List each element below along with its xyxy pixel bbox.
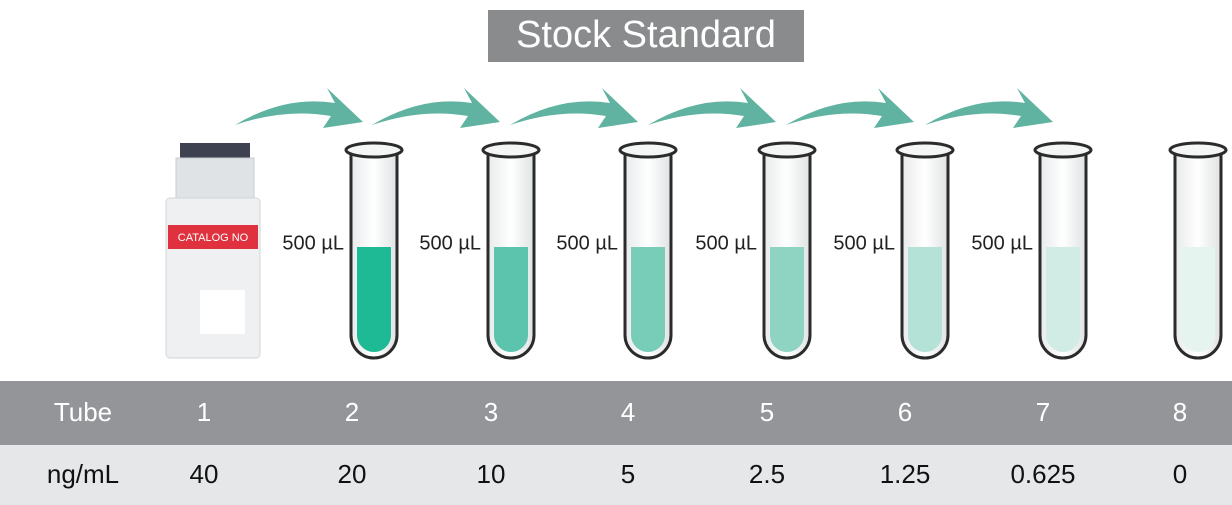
arrow xyxy=(648,88,776,128)
tube-liquid xyxy=(770,247,804,352)
tube-liquid xyxy=(631,247,665,352)
header-cell: Tube xyxy=(54,397,112,427)
header-row xyxy=(0,381,1232,445)
arrow xyxy=(235,88,363,128)
tube-rim xyxy=(1033,141,1093,159)
tube xyxy=(481,141,541,360)
tube-liquid xyxy=(494,247,528,352)
data-cell: ng/mL xyxy=(47,459,119,489)
arrow xyxy=(925,88,1053,128)
tube-rim xyxy=(618,141,678,159)
volume-label: 500 µL xyxy=(556,232,618,254)
arrow xyxy=(786,88,914,128)
tube-rim xyxy=(895,141,955,159)
header-cell: 5 xyxy=(760,397,774,427)
tube-rim xyxy=(481,141,541,159)
data-cell: 20 xyxy=(338,459,367,489)
header-cell: 2 xyxy=(345,397,359,427)
data-cell: 5 xyxy=(621,459,635,489)
data-cell: 40 xyxy=(190,459,219,489)
title: Stock Standard xyxy=(516,14,776,56)
vial: CATALOG NO xyxy=(165,143,261,359)
tube xyxy=(344,141,404,360)
tube-rim xyxy=(757,141,817,159)
title-box xyxy=(488,10,804,62)
arrow xyxy=(372,88,500,128)
tube xyxy=(1033,141,1093,360)
data-cell: 2.5 xyxy=(749,459,785,489)
header-cell: 4 xyxy=(621,397,635,427)
header-cell: 7 xyxy=(1036,397,1050,427)
tube xyxy=(757,141,817,360)
tube xyxy=(895,141,955,360)
tube-liquid xyxy=(1046,247,1080,352)
tube-rim xyxy=(1168,141,1228,159)
tube-liquid xyxy=(357,247,391,352)
tube-liquid xyxy=(908,247,942,352)
header-cell: 8 xyxy=(1173,397,1187,427)
arrow xyxy=(510,88,638,128)
tube-rim xyxy=(344,141,404,159)
volume-label: 500 µL xyxy=(833,232,895,254)
data-cell: 0.625 xyxy=(1010,459,1075,489)
data-cell: 10 xyxy=(477,459,506,489)
header-cell: 3 xyxy=(484,397,498,427)
tube xyxy=(1168,141,1228,360)
volume-label: 500 µL xyxy=(282,232,344,254)
header-cell: 6 xyxy=(898,397,912,427)
data-cell: 1.25 xyxy=(880,459,931,489)
volume-label: 500 µL xyxy=(971,232,1033,254)
volume-label: 500 µL xyxy=(419,232,481,254)
tube-liquid xyxy=(1181,247,1215,352)
data-cell: 0 xyxy=(1173,459,1187,489)
data-row xyxy=(0,445,1232,505)
tube xyxy=(618,141,678,360)
vial-label: CATALOG NO xyxy=(178,232,249,244)
header-cell: 1 xyxy=(197,397,211,427)
volume-label: 500 µL xyxy=(695,232,757,254)
